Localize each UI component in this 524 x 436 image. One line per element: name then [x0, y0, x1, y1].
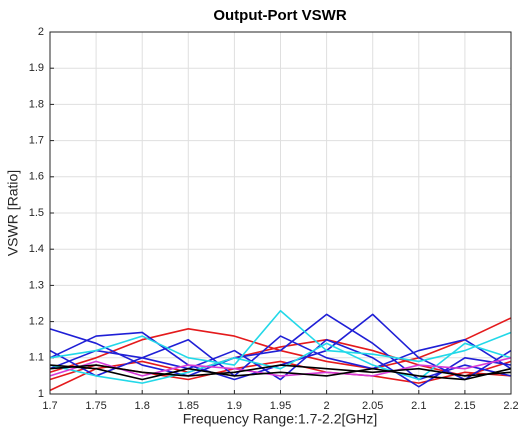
y-tick-label: 1.4: [29, 243, 44, 255]
y-tick-label: 2: [38, 26, 44, 38]
plot-frame: [49, 31, 512, 395]
x-tick-label: 1.85: [178, 400, 199, 412]
series-line: [49, 357, 512, 377]
x-tick-label: 2.1: [411, 400, 426, 412]
y-tick-label: 1.6: [29, 171, 44, 183]
x-tick-label: 2.05: [362, 400, 383, 412]
series-line: [49, 335, 512, 377]
y-axis-label: VSWR [Ratio]: [5, 170, 21, 256]
x-tick-label: 1.9: [227, 400, 242, 412]
x-axis-label: Frequency Range:1.7-2.2[GHz]: [183, 411, 378, 427]
x-tick-label: 2.15: [454, 400, 475, 412]
series-line: [49, 342, 512, 384]
y-tick-label: 1.5: [29, 207, 44, 219]
x-tick-label: 1.95: [270, 400, 291, 412]
y-tick-label: 1.2: [29, 316, 44, 328]
x-tick-label: 2: [324, 400, 330, 412]
y-tick-label: 1.3: [29, 279, 44, 291]
series-line: [49, 364, 512, 381]
x-tick-label: 2.2: [503, 400, 518, 412]
x-tick-label: 1.8: [135, 400, 150, 412]
chart-title: Output-Port VSWR: [213, 7, 346, 24]
x-tick-label: 1.75: [85, 400, 106, 412]
y-tick-label: 1.1: [29, 352, 44, 364]
series-line: [49, 309, 512, 366]
x-tick-label: 1.7: [42, 400, 57, 412]
series-line: [49, 313, 512, 381]
y-tick-label: 1: [38, 388, 44, 400]
y-tick-label: 1.8: [29, 98, 44, 110]
y-tick-label: 1.7: [29, 135, 44, 147]
y-tick-label: 1.9: [29, 62, 44, 74]
series-line: [49, 364, 512, 377]
